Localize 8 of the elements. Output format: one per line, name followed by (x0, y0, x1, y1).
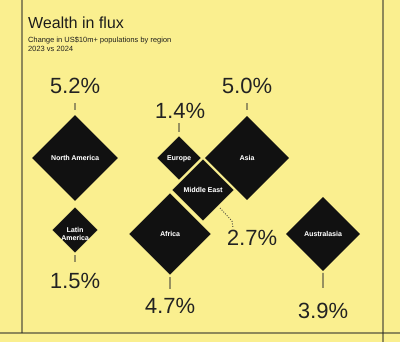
data-label: 4.7% (144, 293, 196, 318)
data-label: 5.0% (222, 73, 272, 98)
data-label: 3.9% (298, 298, 348, 323)
data-label: 5.2% (50, 73, 100, 98)
data-label: 1.4% (154, 98, 206, 123)
data-label: 2.7% (226, 225, 278, 250)
text: Wealth in flux (28, 15, 124, 32)
data-label: 1.5% (50, 268, 100, 293)
